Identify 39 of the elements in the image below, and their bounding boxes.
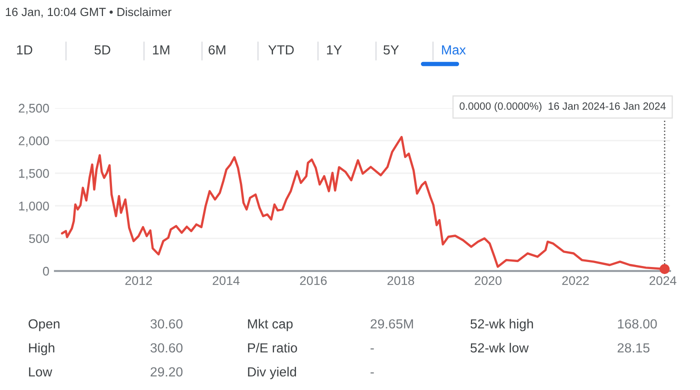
- text: 28.15: [618, 343, 650, 353]
- text: Div yield: [248, 366, 296, 380]
- text: 52-wk high: [470, 318, 533, 332]
- y-tick-label: 2,500: [18, 104, 49, 114]
- text: YTD: [268, 45, 294, 54]
- text: 1Y: [327, 45, 342, 54]
- text: 5D: [94, 45, 110, 55]
- annotation: 0.0000 (0.0000%) 16 Jan 2024-16 Jan 2024: [460, 102, 666, 112]
- text: 5Y: [384, 45, 399, 55]
- text: -: [370, 348, 374, 350]
- text: 29.20: [150, 367, 182, 377]
- text: High: [29, 342, 54, 356]
- x-tick-label: 2020: [474, 276, 502, 286]
- x-tick-label: 2012: [125, 276, 152, 286]
- x-tick-label: 2022: [562, 276, 589, 286]
- y-tick-label: 2,000: [18, 136, 49, 147]
- text: 52-wk low: [470, 342, 529, 353]
- text: 16 Jan, 10:04 GMT • Disclaimer: [6, 8, 172, 18]
- text: -: [370, 372, 374, 374]
- text: Low: [29, 367, 52, 377]
- text: Mkt cap: [248, 318, 293, 332]
- y-tick-label: 1,000: [19, 202, 49, 212]
- y-tick-label: 1,500: [19, 169, 49, 180]
- text: 1D: [17, 45, 32, 54]
- text: Open: [28, 319, 60, 332]
- text: Max: [442, 45, 466, 55]
- text: P/E ratio: [248, 342, 298, 353]
- x-tick-label: 2016: [300, 276, 327, 286]
- x-tick-label: 2014: [212, 276, 240, 286]
- text: 30.60: [150, 319, 182, 329]
- x-tick-label: 2024: [650, 276, 676, 286]
- y-tick-label: 500: [29, 234, 49, 244]
- x-tick-label: 2018: [388, 276, 414, 286]
- text: 1M: [153, 45, 170, 54]
- text: 6M: [208, 45, 226, 55]
- text: 30.60: [150, 343, 182, 353]
- text: 168.00: [618, 319, 657, 329]
- text: 29.65M: [370, 319, 413, 329]
- y-tick-label: 0: [42, 266, 49, 276]
